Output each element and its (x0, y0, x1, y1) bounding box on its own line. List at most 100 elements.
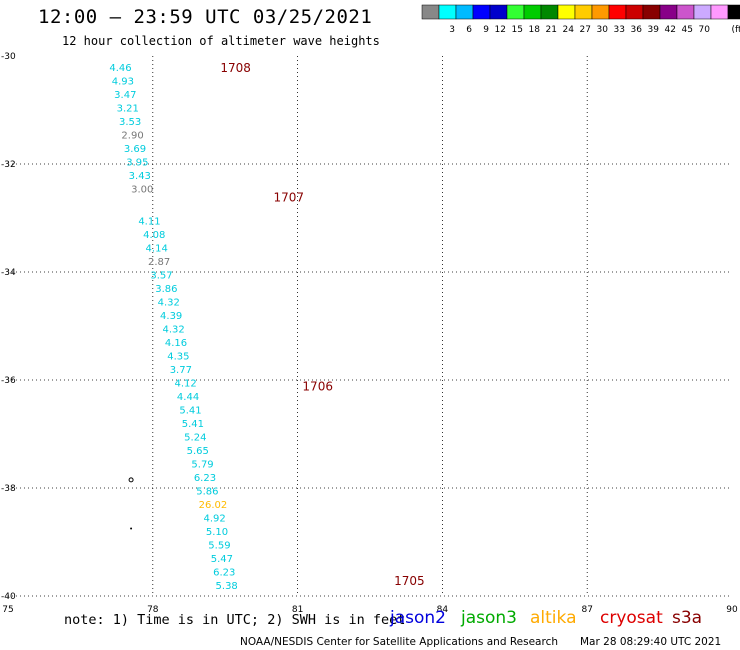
legend-swatch (506, 4, 525, 20)
swh-value-label: 3.21 (117, 103, 139, 114)
x-tick-label: 78 (147, 605, 159, 615)
legend-tick-label: 42 (665, 25, 676, 35)
x-tick-label: 84 (437, 605, 449, 615)
swh-value-label: 3.95 (126, 157, 148, 168)
swh-value-label: 5.41 (182, 419, 204, 430)
legend-tick-label: 18 (529, 25, 541, 35)
chart-subtitle: 12 hour collection of altimeter wave hei… (62, 34, 380, 48)
swh-value-label: 3.53 (119, 117, 141, 128)
swh-value-label: 2.90 (121, 130, 143, 141)
swh-value-label: 4.35 (167, 352, 189, 363)
legend-swatch (455, 4, 474, 20)
swh-value-label: 5.86 (196, 487, 218, 498)
swh-value-label: 4.92 (203, 514, 225, 525)
swh-value-label: 4.39 (160, 311, 182, 322)
swh-value-label: 6.23 (213, 568, 235, 579)
swh-value-label: 5.24 (184, 433, 206, 444)
legend-tick-label: 9 (483, 25, 489, 35)
swh-value-label: 5.41 (179, 406, 201, 417)
island-marker (128, 477, 134, 483)
swh-value-label: 4.12 (175, 379, 197, 390)
wave-height-points: 4.46 4.93 3.47 3.21 3.53 2.90 3.69 3.95 3.43 3.00… (109, 63, 237, 592)
swh-value-label: 3.69 (124, 144, 146, 155)
y-tick-label: -40 (1, 592, 16, 602)
swh-value-label: 4.46 (109, 63, 131, 74)
x-tick-label: 87 (581, 605, 592, 615)
grid (8, 56, 732, 597)
swh-value-label: 3.86 (155, 284, 177, 295)
swh-value-label: 5.79 (191, 460, 213, 471)
mission-label-cryosat: cryosat (600, 608, 663, 628)
swh-value-label: 4.16 (165, 338, 187, 349)
generation-timestamp: Mar 28 08:29:40 UTC 2021 (580, 636, 722, 648)
legend-swatch (421, 4, 440, 20)
legend-swatch (523, 4, 542, 20)
legend-swatch (557, 4, 576, 20)
legend-swatch (710, 4, 729, 20)
legend-swatch (591, 4, 610, 20)
legend-swatch (642, 4, 661, 20)
mission-label-jason3: jason3 (461, 608, 517, 628)
time-label: 1707 (273, 190, 304, 204)
island-markers (128, 477, 134, 530)
legend-tick-label: 6 (466, 25, 472, 35)
swh-value-label: 3.43 (129, 171, 151, 182)
legend-swatch (693, 4, 712, 20)
time-label: 1705 (394, 574, 425, 588)
chart-title: 12:00 — 23:59 UTC 03/25/2021 (38, 6, 373, 28)
axes: 75 78 81 84 87 90 -30 -32 -34 -36 -38 -40 (1, 52, 738, 615)
swh-value-label: 5.47 (211, 554, 233, 565)
legend-swatch (574, 4, 593, 20)
swh-value-label: 5.59 (208, 541, 230, 552)
x-tick-label: 75 (2, 605, 13, 615)
legend-tick-label: 24 (563, 25, 575, 35)
legend-tick-label: 33 (614, 25, 625, 35)
legend-swatch (625, 4, 644, 20)
y-tick-label: -34 (1, 268, 16, 278)
swh-value-label: 4.08 (143, 230, 165, 241)
credit-line: NOAA/NESDIS Center for Satellite Applica… (240, 636, 558, 648)
swh-value-label: 4.14 (146, 244, 168, 255)
swh-value-label: 6.23 (194, 473, 216, 484)
legend-tick-label: 45 (682, 25, 693, 35)
legend-swatch (472, 4, 491, 20)
time-label: 1706 (302, 379, 333, 393)
mission-label-altika: altika (530, 608, 577, 628)
legend-swatch (608, 4, 627, 20)
legend-tick-label: 21 (546, 25, 557, 35)
swh-value-label: 4.11 (138, 217, 160, 228)
swh-value-label: 3.00 (131, 184, 153, 195)
swh-value-label: 4.32 (158, 298, 180, 309)
legend-tick-label: 39 (648, 25, 660, 35)
swh-value-label: 4.44 (177, 392, 199, 403)
legend-swatch (676, 4, 695, 20)
swh-value-label: 4.32 (162, 325, 184, 336)
legend-tick-label: 15 (512, 25, 523, 35)
legend-swatch (540, 4, 559, 20)
x-tick-label: 81 (292, 605, 303, 615)
legend-tick-label: 3 (449, 25, 455, 35)
x-tick-label: 90 (726, 605, 738, 615)
y-tick-label: -30 (1, 52, 16, 62)
legend-tick-label: 27 (580, 25, 591, 35)
legend-tick-label: 12 (495, 25, 506, 35)
island-marker (130, 527, 133, 530)
swh-value-label: 3.47 (114, 90, 136, 101)
swh-value-label: 5.10 (206, 527, 228, 538)
legend-swatch (438, 4, 457, 20)
legend-tick-label: 30 (597, 25, 609, 35)
legend-swatch (489, 4, 508, 20)
legend-tick-label: 70 (699, 25, 711, 35)
mission-label-s3a: s3a (672, 608, 703, 628)
swh-value-label: 4.93 (112, 76, 134, 87)
time-label: 1708 (220, 61, 251, 75)
mission-label-jason2: jason2 (390, 608, 446, 628)
swh-value-label: 3.77 (170, 365, 192, 376)
legend-unit-label: (ft) (731, 25, 740, 35)
y-tick-label: -32 (1, 160, 16, 170)
legend-tick-label: 36 (631, 25, 643, 35)
swh-value-label: 3.57 (150, 271, 172, 282)
swh-value-label: 5.65 (187, 446, 209, 457)
